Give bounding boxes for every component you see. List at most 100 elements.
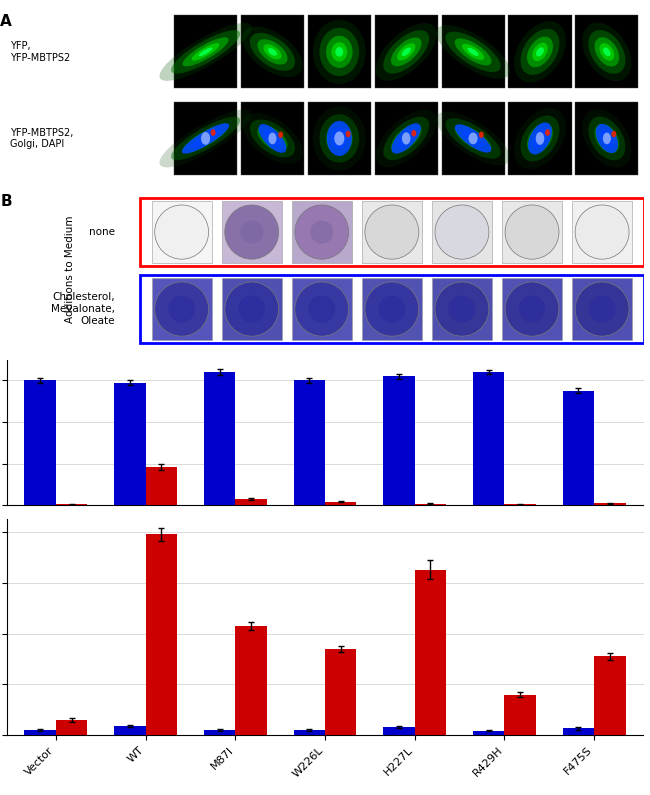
Ellipse shape — [528, 122, 552, 154]
Ellipse shape — [335, 47, 343, 56]
Ellipse shape — [582, 23, 632, 81]
Ellipse shape — [533, 129, 547, 148]
Bar — [56, 720, 87, 735]
FancyBboxPatch shape — [222, 201, 281, 263]
Ellipse shape — [397, 43, 415, 60]
Ellipse shape — [391, 124, 421, 153]
FancyBboxPatch shape — [575, 102, 638, 175]
Ellipse shape — [603, 48, 610, 56]
Bar — [294, 381, 325, 506]
Ellipse shape — [191, 130, 220, 148]
Ellipse shape — [532, 130, 548, 148]
Ellipse shape — [257, 39, 287, 64]
Ellipse shape — [268, 48, 277, 56]
FancyBboxPatch shape — [292, 278, 352, 339]
Ellipse shape — [183, 37, 229, 66]
FancyBboxPatch shape — [572, 201, 632, 263]
Ellipse shape — [600, 130, 614, 147]
Bar — [563, 728, 594, 735]
Bar — [594, 503, 625, 506]
Bar — [325, 502, 356, 506]
Ellipse shape — [384, 30, 429, 73]
Ellipse shape — [332, 128, 347, 149]
Ellipse shape — [582, 109, 632, 168]
Ellipse shape — [365, 282, 419, 336]
FancyBboxPatch shape — [292, 201, 352, 263]
Ellipse shape — [319, 28, 359, 76]
Ellipse shape — [313, 107, 366, 171]
FancyBboxPatch shape — [308, 15, 371, 88]
Ellipse shape — [436, 25, 510, 79]
Bar — [114, 382, 146, 506]
Bar — [146, 467, 177, 506]
Ellipse shape — [595, 37, 619, 67]
Ellipse shape — [225, 205, 279, 259]
Ellipse shape — [462, 130, 484, 147]
Ellipse shape — [250, 33, 295, 71]
Bar — [504, 695, 536, 735]
Bar — [563, 391, 594, 506]
FancyBboxPatch shape — [441, 102, 504, 175]
Ellipse shape — [159, 23, 252, 81]
Ellipse shape — [455, 124, 491, 153]
Bar — [294, 730, 325, 735]
Bar — [325, 649, 356, 735]
Ellipse shape — [536, 132, 544, 145]
FancyBboxPatch shape — [174, 15, 237, 88]
Ellipse shape — [599, 43, 614, 60]
Ellipse shape — [588, 117, 625, 161]
Ellipse shape — [332, 42, 347, 61]
Ellipse shape — [155, 205, 209, 259]
Ellipse shape — [378, 296, 406, 323]
FancyBboxPatch shape — [362, 201, 422, 263]
Ellipse shape — [448, 296, 475, 323]
Ellipse shape — [159, 110, 252, 168]
Ellipse shape — [391, 37, 421, 66]
Ellipse shape — [201, 132, 210, 145]
Ellipse shape — [171, 30, 240, 74]
Ellipse shape — [182, 123, 229, 153]
Ellipse shape — [514, 108, 566, 169]
Ellipse shape — [268, 133, 276, 145]
Bar — [114, 726, 146, 735]
Ellipse shape — [319, 114, 359, 163]
Bar — [25, 381, 56, 506]
Text: none: none — [89, 227, 115, 237]
Ellipse shape — [263, 131, 281, 146]
Ellipse shape — [455, 125, 491, 152]
FancyBboxPatch shape — [222, 278, 281, 339]
Ellipse shape — [435, 282, 489, 336]
Ellipse shape — [397, 130, 415, 148]
Ellipse shape — [575, 282, 629, 336]
Ellipse shape — [155, 282, 209, 336]
FancyBboxPatch shape — [441, 15, 504, 88]
Ellipse shape — [250, 119, 295, 157]
Ellipse shape — [295, 205, 349, 259]
FancyBboxPatch shape — [502, 278, 562, 339]
Bar — [204, 372, 235, 506]
Ellipse shape — [445, 118, 501, 159]
Ellipse shape — [467, 48, 478, 56]
Ellipse shape — [603, 133, 611, 145]
Bar — [415, 570, 446, 735]
Ellipse shape — [278, 131, 283, 138]
FancyBboxPatch shape — [241, 15, 304, 88]
Ellipse shape — [313, 20, 366, 84]
Ellipse shape — [532, 43, 548, 61]
Ellipse shape — [469, 133, 478, 145]
Bar — [415, 504, 446, 506]
Ellipse shape — [435, 205, 489, 259]
Ellipse shape — [599, 130, 614, 147]
Bar — [204, 730, 235, 735]
Ellipse shape — [462, 130, 484, 146]
FancyBboxPatch shape — [362, 278, 422, 339]
Ellipse shape — [384, 117, 429, 160]
Ellipse shape — [192, 130, 220, 147]
Bar — [235, 626, 266, 735]
Ellipse shape — [183, 124, 229, 153]
Ellipse shape — [391, 123, 421, 153]
Text: A: A — [0, 14, 12, 29]
FancyBboxPatch shape — [432, 278, 492, 339]
Ellipse shape — [225, 282, 279, 336]
Text: Additions to Medium: Additions to Medium — [65, 215, 75, 323]
